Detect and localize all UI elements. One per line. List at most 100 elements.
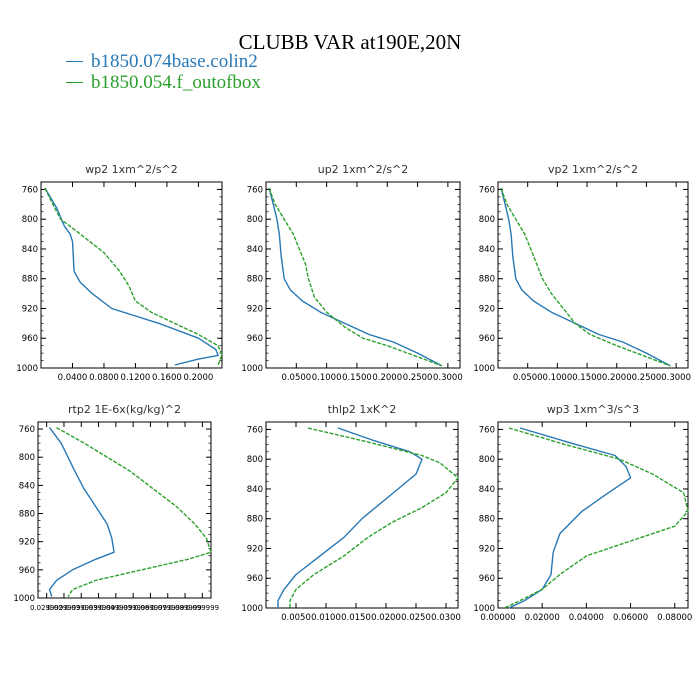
x-tick-label: 0.039999 [65,604,98,612]
series-line-base [268,187,443,367]
x-tick-label: 0.0800 [89,373,119,383]
legend-label-outofbox: b1850.054.f_outofbox [91,72,261,93]
x-tick-label: 0.1500 [572,373,602,383]
x-tick-label: 0.029999 [30,604,63,612]
x-tick-label: 0.039999 [82,604,115,612]
x-tick-label: 0.0250 [401,613,431,623]
legend: b1850.074base.colin2 b1850.054.f_outofbo… [66,51,261,93]
series-line-outofbox [44,187,223,366]
y-tick-label: 880 [479,515,495,525]
x-tick-label: 0.0100 [311,613,341,623]
x-tick-label: 0.1000 [312,373,342,383]
y-tick-label: 1000 [473,604,495,614]
y-tick-label: 880 [19,510,35,520]
y-tick-label: 840 [247,245,263,255]
y-tick-label: 760 [247,185,263,195]
y-tick-label: 880 [247,275,263,285]
x-tick-label: 0.04000 [569,613,604,623]
x-tick-label: 0.0400 [58,373,88,383]
y-tick-label: 840 [479,245,495,255]
y-tick-label: 800 [22,215,38,225]
legend-item-outofbox: b1850.054.f_outofbox [66,72,261,93]
panel-title: wp2 1xm^2/s^2 [85,163,178,176]
y-tick-label: 960 [22,334,38,344]
panel-4: rtp2 1E-6x(kg/kg)^2 760 800 840 880 920 960 100… [13,403,219,612]
panel-frame [497,421,689,609]
panel-3: vp2 1xm^2/s^2 760 800 840 880 920 960 1000 0.050… [473,163,691,383]
y-tick-label: 920 [479,544,495,554]
x-tick-label: 0.089999 [168,604,201,612]
series-line-outofbox [289,427,459,608]
panel-1: wp2 1xm^2/s^2 760 800 840 880 920 960 1000 0.040… [16,163,223,383]
y-tick-label: 960 [479,334,495,344]
y-tick-label: 1000 [13,594,35,604]
y-tick-label: 920 [22,304,38,314]
x-tick-label: 0.08000 [657,613,692,623]
panel-frame [497,181,689,369]
y-tick-label: 920 [247,304,263,314]
series-line-outofbox [56,426,212,597]
series-line-outofbox [268,187,443,367]
y-tick-label: 800 [479,215,495,225]
x-tick-label: 0.2500 [403,373,433,383]
series-line-outofbox [504,427,689,609]
panel-title: vp2 1xm^2/s^2 [548,163,638,176]
y-tick-label: 880 [479,275,495,285]
x-tick-label: 0.0050 [281,613,311,623]
panel-frame [265,421,459,609]
y-tick-label: 960 [247,574,263,584]
x-tick-label: 0.069999 [134,604,167,612]
legend-label-base: b1850.074base.colin2 [91,51,258,72]
y-tick-label: 960 [19,566,35,576]
x-tick-label: 0.02000 [525,613,560,623]
figure-title: CLUBB VAR at190E,20N [238,30,462,54]
panel-frame [37,421,212,599]
panel-title: wp3 1xm^3/s^3 [547,403,640,416]
x-tick-label: 0.059999 [116,604,149,612]
y-tick-label: 800 [247,455,263,465]
y-tick-label: 840 [22,245,38,255]
panel-title: up2 1xm^2/s^2 [318,163,409,176]
x-tick-label: 0.0500 [281,373,311,383]
panel-2: up2 1xm^2/s^2 760 800 840 880 920 960 1000 0.050… [241,163,462,383]
series-line-base [48,427,115,597]
y-tick-label: 800 [19,453,35,463]
y-tick-label: 920 [479,304,495,314]
x-tick-label: 0.0200 [371,613,401,623]
series-line-base [508,427,632,609]
panel-frame [40,181,223,369]
panel-title: thlp2 1xK^2 [328,403,397,416]
x-tick-label: 0.2500 [632,373,662,383]
x-tick-label: 0.3000 [661,373,691,383]
y-tick-label: 920 [247,544,263,554]
series-line-base [44,187,219,366]
y-tick-label: 880 [22,275,38,285]
x-tick-label: 0.06000 [613,613,648,623]
x-tick-label: 0.2000 [184,373,214,383]
y-tick-label: 1000 [473,364,495,374]
x-tick-label: 0.3000 [433,373,463,383]
panel-title: rtp2 1E-6x(kg/kg)^2 [68,403,181,416]
y-tick-label: 960 [247,334,263,344]
y-tick-label: 800 [479,455,495,465]
y-tick-label: 840 [247,485,263,495]
y-tick-label: 960 [479,574,495,584]
x-tick-label: 0.1200 [121,373,151,383]
y-tick-label: 760 [19,425,35,435]
y-tick-label: 840 [479,485,495,495]
x-tick-label: 0.0150 [341,613,371,623]
x-tick-label: 0.099999 [186,604,219,612]
y-tick-label: 760 [479,425,495,435]
x-tick-label: 0.0300 [431,613,461,623]
y-tick-label: 920 [19,538,35,548]
x-tick-label: 0.029999 [47,604,80,612]
y-tick-label: 840 [19,481,35,491]
x-tick-label: 0.1500 [342,373,372,383]
panel-6: wp3 1xm^3/s^3 760 800 840 880 920 960 10000.000… [473,403,692,623]
y-tick-label: 1000 [241,364,263,374]
x-tick-label: 0.1000 [543,373,573,383]
x-tick-label: 0.079999 [151,604,184,612]
y-tick-label: 1000 [16,364,38,374]
